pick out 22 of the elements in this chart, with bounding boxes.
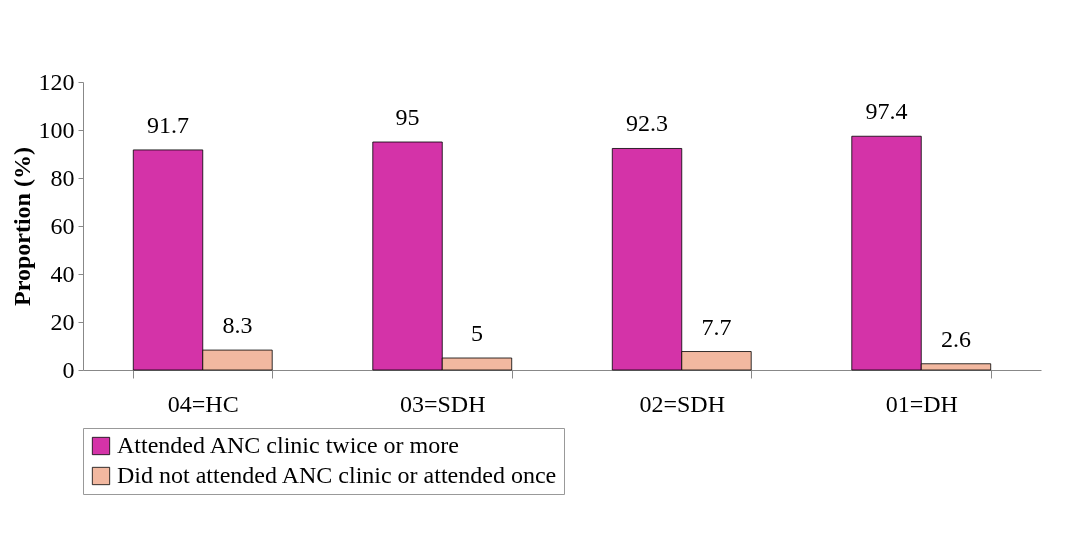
- data-label: 7.7: [701, 313, 732, 340]
- data-label: 2.6: [940, 325, 971, 352]
- x-tick-label: 02=SDH: [639, 390, 726, 417]
- data-label: 95: [395, 104, 420, 130]
- y-tick-label: 120: [38, 68, 75, 95]
- data-label: 91.7: [147, 111, 190, 138]
- y-tick-label: 80: [50, 164, 75, 191]
- y-tick-label: 20: [50, 308, 75, 335]
- y-axis-title: Proportion (%): [8, 147, 35, 306]
- data-label: 92.3: [626, 110, 669, 137]
- y-tick-label: 40: [50, 260, 75, 287]
- legend-label: Attended ANC clinic twice or more: [117, 432, 459, 458]
- y-tick-label: 100: [38, 116, 75, 143]
- x-tick-label: 01=DH: [885, 390, 958, 417]
- data-label: 5: [470, 320, 483, 346]
- data-label: 8.3: [222, 312, 253, 339]
- x-tick-label: 03=SDH: [399, 390, 486, 417]
- y-tick-label: 60: [50, 212, 75, 239]
- y-tick-label: 0: [62, 356, 75, 383]
- x-tick-label: 04=HC: [167, 390, 239, 417]
- legend-label: Did not attended ANC clinic or attended once: [117, 462, 557, 488]
- data-label: 97.4: [865, 98, 908, 125]
